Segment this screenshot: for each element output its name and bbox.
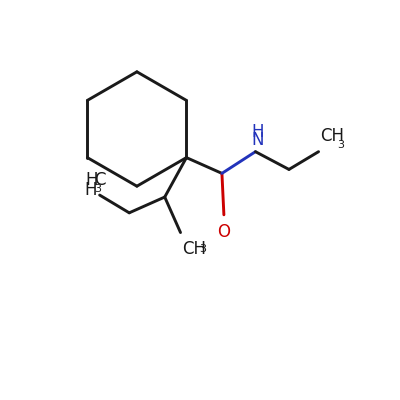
- Text: H: H: [85, 171, 98, 189]
- Text: 3: 3: [95, 184, 102, 194]
- Text: O: O: [217, 224, 230, 242]
- Text: CH: CH: [320, 126, 344, 144]
- Text: C: C: [94, 171, 105, 189]
- Text: CH: CH: [182, 240, 206, 258]
- Text: H: H: [251, 123, 264, 141]
- Text: 3: 3: [337, 140, 344, 150]
- Text: N: N: [251, 130, 264, 148]
- Text: 3: 3: [199, 244, 206, 254]
- Text: H: H: [84, 181, 96, 199]
